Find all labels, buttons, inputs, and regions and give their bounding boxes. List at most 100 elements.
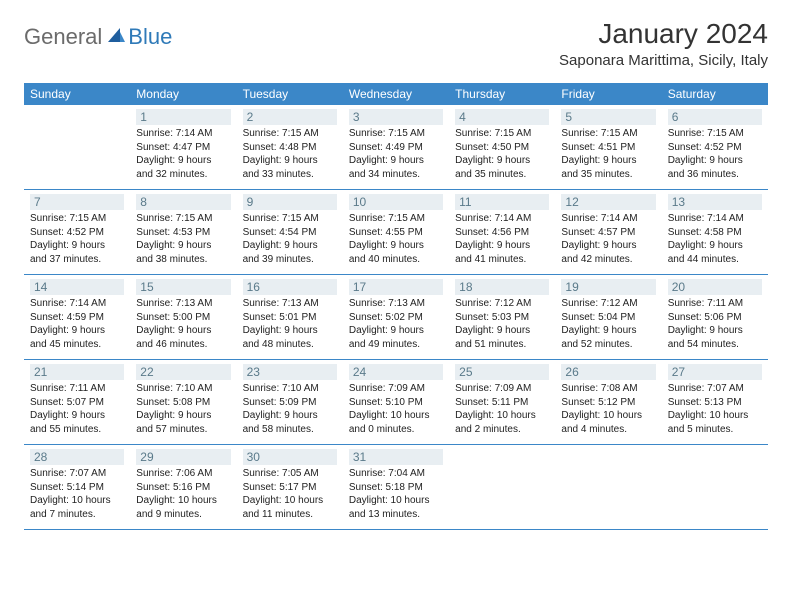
sunrise-line: Sunrise: 7:15 AM <box>561 127 655 141</box>
day-info: Sunrise: 7:12 AMSunset: 5:03 PMDaylight:… <box>455 297 549 351</box>
daylight-line: Daylight: 9 hours and 54 minutes. <box>668 324 762 351</box>
day-info: Sunrise: 7:15 AMSunset: 4:52 PMDaylight:… <box>668 127 762 181</box>
day-cell: 12Sunrise: 7:14 AMSunset: 4:57 PMDayligh… <box>555 190 661 274</box>
daylight-line: Daylight: 9 hours and 42 minutes. <box>561 239 655 266</box>
day-number: 29 <box>136 449 230 465</box>
weekday-header-cell: Thursday <box>449 83 555 105</box>
day-number: 25 <box>455 364 549 380</box>
day-info: Sunrise: 7:15 AMSunset: 4:51 PMDaylight:… <box>561 127 655 181</box>
day-info: Sunrise: 7:14 AMSunset: 4:59 PMDaylight:… <box>30 297 124 351</box>
day-number: 9 <box>243 194 337 210</box>
sunrise-line: Sunrise: 7:15 AM <box>30 212 124 226</box>
day-info: Sunrise: 7:04 AMSunset: 5:18 PMDaylight:… <box>349 467 443 521</box>
sunrise-line: Sunrise: 7:06 AM <box>136 467 230 481</box>
day-number: 7 <box>30 194 124 210</box>
sunset-line: Sunset: 4:52 PM <box>668 141 762 155</box>
day-info: Sunrise: 7:14 AMSunset: 4:58 PMDaylight:… <box>668 212 762 266</box>
day-cell: 29Sunrise: 7:06 AMSunset: 5:16 PMDayligh… <box>130 445 236 529</box>
day-cell: 11Sunrise: 7:14 AMSunset: 4:56 PMDayligh… <box>449 190 555 274</box>
day-number: 1 <box>136 109 230 125</box>
sunset-line: Sunset: 5:17 PM <box>243 481 337 495</box>
day-number: 22 <box>136 364 230 380</box>
weekday-header-cell: Saturday <box>662 83 768 105</box>
day-cell: 19Sunrise: 7:12 AMSunset: 5:04 PMDayligh… <box>555 275 661 359</box>
sunrise-line: Sunrise: 7:13 AM <box>349 297 443 311</box>
sunset-line: Sunset: 4:48 PM <box>243 141 337 155</box>
day-cell: 20Sunrise: 7:11 AMSunset: 5:06 PMDayligh… <box>662 275 768 359</box>
day-cell: 2Sunrise: 7:15 AMSunset: 4:48 PMDaylight… <box>237 105 343 189</box>
sunset-line: Sunset: 5:13 PM <box>668 396 762 410</box>
sunrise-line: Sunrise: 7:15 AM <box>243 127 337 141</box>
day-info: Sunrise: 7:09 AMSunset: 5:11 PMDaylight:… <box>455 382 549 436</box>
daylight-line: Daylight: 10 hours and 2 minutes. <box>455 409 549 436</box>
sunrise-line: Sunrise: 7:15 AM <box>455 127 549 141</box>
day-number: 27 <box>668 364 762 380</box>
day-cell: 14 Sunrise: 7:14 AMSunset: 4:59 PMDayligh… <box>24 275 130 359</box>
daylight-line: Daylight: 9 hours and 37 minutes. <box>30 239 124 266</box>
day-info: Sunrise: 7:14 AMSunset: 4:56 PMDaylight:… <box>455 212 549 266</box>
day-cell: 7 Sunrise: 7:15 AMSunset: 4:52 PMDaylight… <box>24 190 130 274</box>
weekday-header-cell: Sunday <box>24 83 130 105</box>
sunrise-line: Sunrise: 7:11 AM <box>668 297 762 311</box>
sunrise-line: Sunrise: 7:14 AM <box>455 212 549 226</box>
daylight-line: Daylight: 10 hours and 4 minutes. <box>561 409 655 436</box>
day-number: 24 <box>349 364 443 380</box>
weekday-header-cell: Friday <box>555 83 661 105</box>
day-number: 21 <box>30 364 124 380</box>
sunset-line: Sunset: 5:01 PM <box>243 311 337 325</box>
day-info: Sunrise: 7:14 AMSunset: 4:57 PMDaylight:… <box>561 212 655 266</box>
sunset-line: Sunset: 4:57 PM <box>561 226 655 240</box>
day-cell: 15Sunrise: 7:13 AMSunset: 5:00 PMDayligh… <box>130 275 236 359</box>
day-info: Sunrise: 7:07 AMSunset: 5:13 PMDaylight:… <box>668 382 762 436</box>
sunrise-line: Sunrise: 7:04 AM <box>349 467 443 481</box>
brand-part1: General <box>24 24 102 50</box>
day-number: 16 <box>243 279 337 295</box>
sunset-line: Sunset: 5:08 PM <box>136 396 230 410</box>
weekday-header-cell: Wednesday <box>343 83 449 105</box>
week-row: 28Sunrise: 7:07 AMSunset: 5:14 PMDayligh… <box>24 445 768 530</box>
sunrise-line: Sunrise: 7:15 AM <box>349 127 443 141</box>
sunrise-line: Sunrise: 7:12 AM <box>455 297 549 311</box>
sunset-line: Sunset: 4:55 PM <box>349 226 443 240</box>
daylight-line: Daylight: 10 hours and 5 minutes. <box>668 409 762 436</box>
day-info: Sunrise: 7:15 AMSunset: 4:50 PMDaylight:… <box>455 127 549 181</box>
day-number: 5 <box>561 109 655 125</box>
sunset-line: Sunset: 5:18 PM <box>349 481 443 495</box>
sunrise-line: Sunrise: 7:15 AM <box>668 127 762 141</box>
day-number: 13 <box>668 194 762 210</box>
weeks-container: 1Sunrise: 7:14 AMSunset: 4:47 PMDaylight… <box>24 105 768 530</box>
day-number: 4 <box>455 109 549 125</box>
sunrise-line: Sunrise: 7:07 AM <box>668 382 762 396</box>
sunrise-line: Sunrise: 7:08 AM <box>561 382 655 396</box>
day-info: Sunrise: 7:13 AMSunset: 5:01 PMDaylight:… <box>243 297 337 351</box>
daylight-line: Daylight: 9 hours and 32 minutes. <box>136 154 230 181</box>
day-cell: 8Sunrise: 7:15 AMSunset: 4:53 PMDaylight… <box>130 190 236 274</box>
week-row: 14 Sunrise: 7:14 AMSunset: 4:59 PMDayligh… <box>24 275 768 360</box>
weekday-header-row: SundayMondayTuesdayWednesdayThursdayFrid… <box>24 83 768 105</box>
daylight-line: Daylight: 9 hours and 48 minutes. <box>243 324 337 351</box>
day-number: 18 <box>455 279 549 295</box>
day-number: 10 <box>349 194 443 210</box>
sunset-line: Sunset: 4:51 PM <box>561 141 655 155</box>
sunset-line: Sunset: 5:09 PM <box>243 396 337 410</box>
day-number: 14 <box>30 279 124 295</box>
day-info: Sunrise: 7:13 AMSunset: 5:02 PMDaylight:… <box>349 297 443 351</box>
day-number: 28 <box>30 449 124 465</box>
sunset-line: Sunset: 5:02 PM <box>349 311 443 325</box>
sunrise-line: Sunrise: 7:11 AM <box>30 382 124 396</box>
day-cell <box>662 445 768 529</box>
day-number: 2 <box>243 109 337 125</box>
day-info: Sunrise: 7:15 AMSunset: 4:52 PMDaylight:… <box>30 212 124 266</box>
daylight-line: Daylight: 9 hours and 46 minutes. <box>136 324 230 351</box>
daylight-line: Daylight: 9 hours and 58 minutes. <box>243 409 337 436</box>
month-title: January 2024 <box>559 18 768 50</box>
brand-logo: General Blue <box>24 18 172 50</box>
day-number: 23 <box>243 364 337 380</box>
day-number: 20 <box>668 279 762 295</box>
day-cell <box>555 445 661 529</box>
day-cell: 4 Sunrise: 7:15 AMSunset: 4:50 PMDaylight… <box>449 105 555 189</box>
daylight-line: Daylight: 9 hours and 38 minutes. <box>136 239 230 266</box>
sunrise-line: Sunrise: 7:14 AM <box>136 127 230 141</box>
sunrise-line: Sunrise: 7:15 AM <box>136 212 230 226</box>
day-info: Sunrise: 7:15 AMSunset: 4:53 PMDaylight:… <box>136 212 230 266</box>
